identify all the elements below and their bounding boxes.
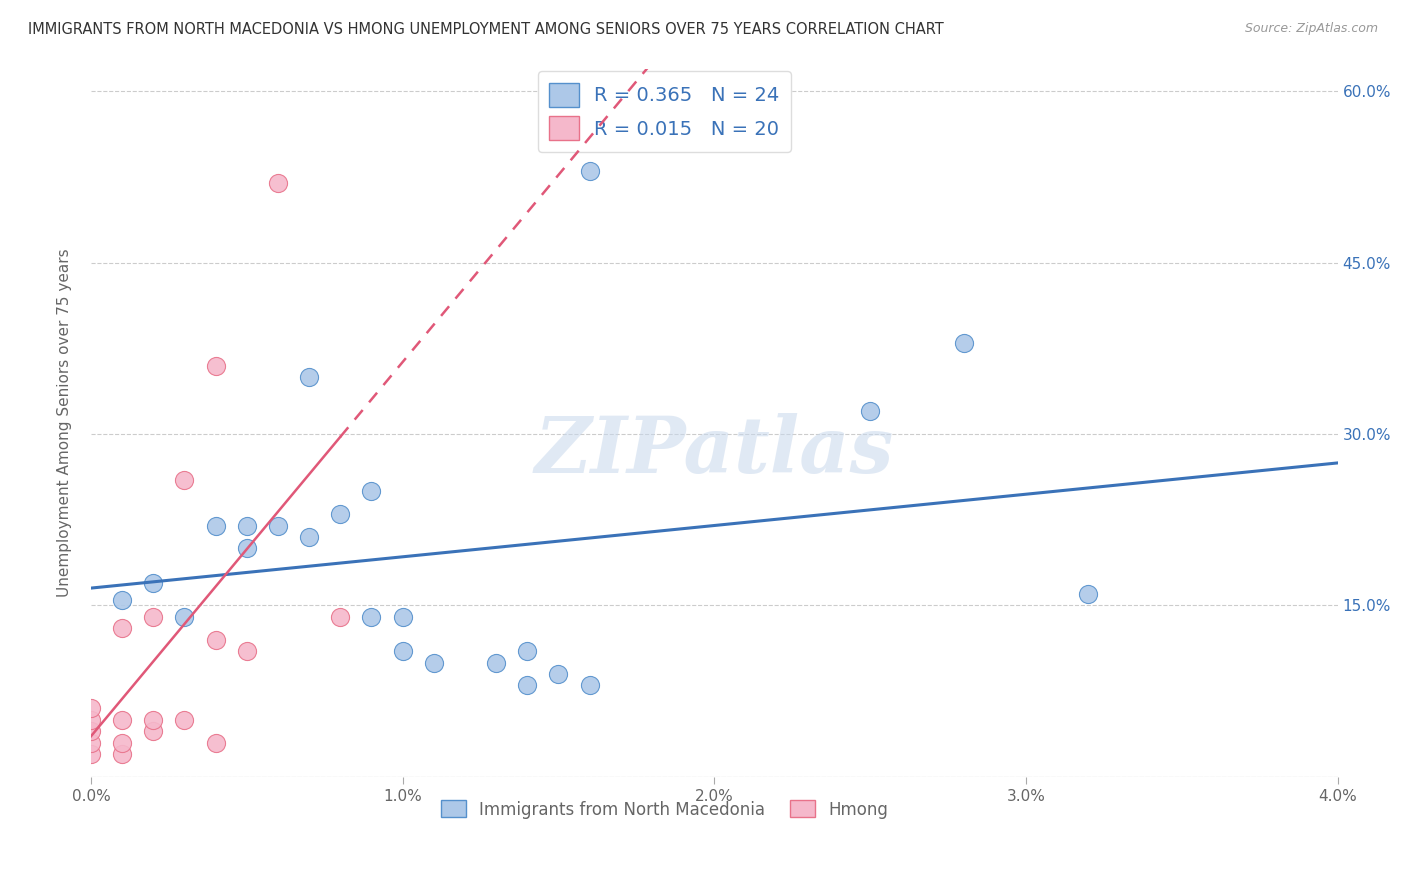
Point: [1077, 587, 1099, 601]
Point: [547, 667, 569, 681]
Point: [80, 736, 103, 750]
Point: [111, 747, 134, 761]
Point: [516, 678, 538, 692]
Text: Source: ZipAtlas.com: Source: ZipAtlas.com: [1244, 22, 1378, 36]
Point: [360, 610, 382, 624]
Point: [485, 656, 508, 670]
Point: [80, 701, 103, 715]
Point: [173, 713, 195, 727]
Point: [329, 507, 352, 521]
Point: [391, 644, 413, 658]
Point: [142, 713, 165, 727]
Point: [80, 724, 103, 739]
Point: [111, 621, 134, 635]
Point: [204, 632, 226, 647]
Point: [298, 530, 321, 544]
Point: [236, 518, 259, 533]
Point: [204, 736, 226, 750]
Point: [111, 592, 134, 607]
Point: [859, 404, 882, 418]
Point: [173, 610, 195, 624]
Point: [329, 610, 352, 624]
Text: IMMIGRANTS FROM NORTH MACEDONIA VS HMONG UNEMPLOYMENT AMONG SENIORS OVER 75 YEAR: IMMIGRANTS FROM NORTH MACEDONIA VS HMONG…: [28, 22, 943, 37]
Point: [80, 747, 103, 761]
Point: [267, 176, 290, 190]
Point: [111, 713, 134, 727]
Point: [298, 370, 321, 384]
Point: [952, 335, 974, 350]
Point: [80, 713, 103, 727]
Point: [423, 656, 446, 670]
Point: [578, 164, 600, 178]
Y-axis label: Unemployment Among Seniors over 75 years: Unemployment Among Seniors over 75 years: [58, 248, 72, 597]
Point: [173, 473, 195, 487]
Point: [236, 644, 259, 658]
Point: [236, 541, 259, 556]
Point: [267, 518, 290, 533]
Point: [391, 610, 413, 624]
Point: [516, 644, 538, 658]
Legend: Immigrants from North Macedonia, Hmong: Immigrants from North Macedonia, Hmong: [434, 794, 894, 825]
Point: [204, 359, 226, 373]
Point: [142, 610, 165, 624]
Point: [360, 484, 382, 499]
Text: ZIPatlas: ZIPatlas: [534, 413, 894, 490]
Point: [578, 678, 600, 692]
Point: [204, 518, 226, 533]
Point: [111, 736, 134, 750]
Point: [142, 724, 165, 739]
Point: [142, 575, 165, 590]
